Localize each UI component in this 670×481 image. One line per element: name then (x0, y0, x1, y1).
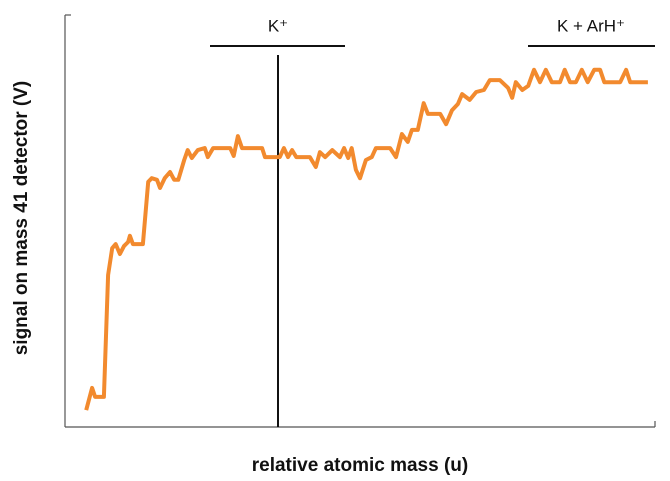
y-axis-label: signal on mass 41 detector (V) (11, 81, 32, 356)
series-line (84, 67, 648, 411)
annotation: K⁺ (268, 16, 288, 35)
x-axis-label: relative atomic mass (u) (252, 455, 468, 476)
annotation: K + ArH⁺ (557, 16, 625, 35)
